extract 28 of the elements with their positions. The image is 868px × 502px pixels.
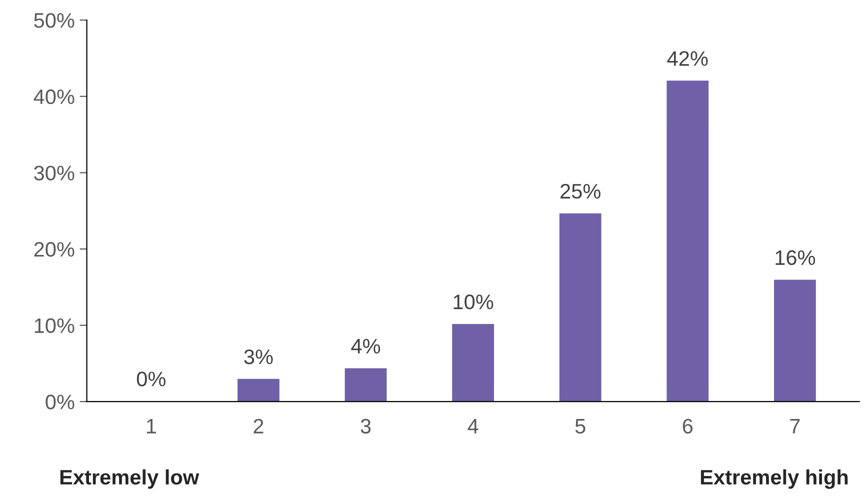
y-tick-label: 30% xyxy=(34,166,74,180)
y-tick-label: 0% xyxy=(46,394,74,410)
bar xyxy=(344,368,387,402)
text: Extremely low xyxy=(60,469,200,489)
x-tick-label: 4 xyxy=(468,419,478,434)
bar xyxy=(238,378,280,402)
x-tick-label: 7 xyxy=(790,419,800,434)
data-label: 4% xyxy=(351,338,380,354)
data-label: 16% xyxy=(776,250,816,266)
x-tick-label: 3 xyxy=(360,418,371,434)
data-label: 0% xyxy=(136,372,166,386)
bar xyxy=(666,80,709,402)
data-label: 3% xyxy=(244,349,273,364)
bar xyxy=(559,213,602,402)
x-tick-label: 2 xyxy=(254,418,264,434)
data-label: 25% xyxy=(560,184,600,199)
y-tick-label: 20% xyxy=(34,242,74,257)
y-tick-label: 10% xyxy=(34,318,74,334)
bar xyxy=(774,280,816,402)
y-tick-label: 50% xyxy=(34,13,74,28)
data-label: 42% xyxy=(667,51,708,66)
x-tick-label: 6 xyxy=(682,418,693,434)
data-label: 10% xyxy=(454,294,494,310)
text: Extremely high xyxy=(700,469,848,489)
x-tick-label: 1 xyxy=(146,419,156,434)
bar xyxy=(452,324,494,402)
y-tick-label: 40% xyxy=(34,89,74,104)
x-tick-label: 5 xyxy=(575,419,586,434)
